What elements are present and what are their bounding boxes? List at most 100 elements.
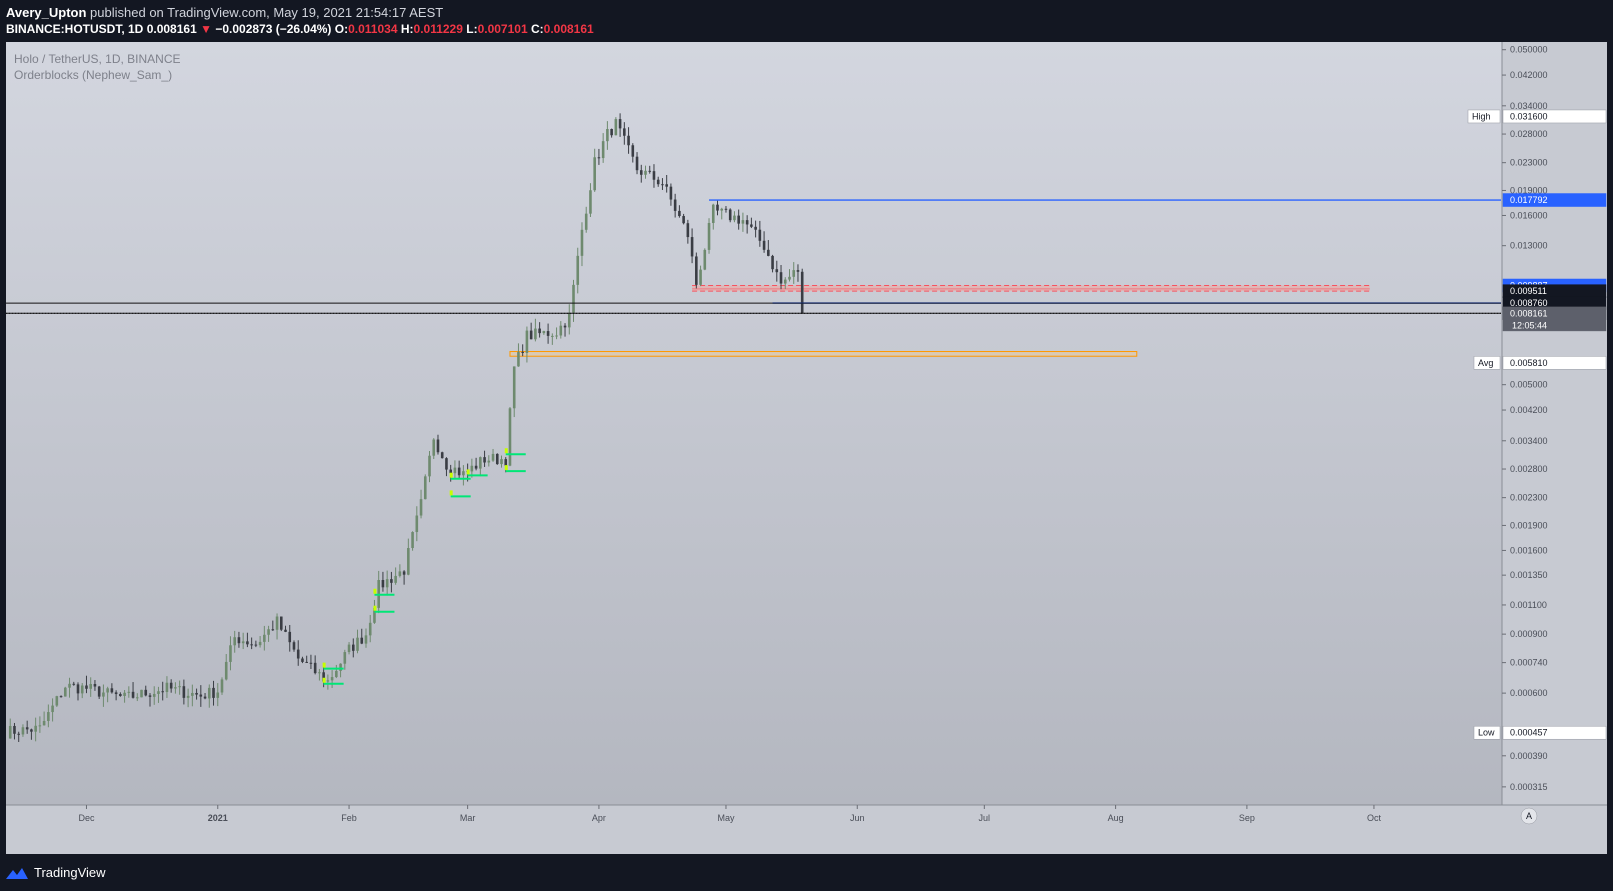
- candle-body: [199, 694, 203, 697]
- candle-body: [220, 679, 224, 693]
- candle-body: [724, 208, 728, 210]
- x-tick-label: Apr: [592, 813, 606, 823]
- x-tick-label: Aug: [1108, 813, 1124, 823]
- candle-body: [148, 695, 152, 697]
- candle-body: [165, 682, 169, 693]
- candle-body: [360, 637, 364, 644]
- open-value: 0.011034: [348, 22, 398, 36]
- support-zone: [509, 351, 1138, 357]
- candle-body: [741, 220, 745, 224]
- symbol-line[interactable]: BINANCE:HOTUSDT, 1D: [6, 22, 144, 36]
- bullish-candle-highlight: [466, 469, 470, 475]
- candle-body: [119, 694, 122, 696]
- candle-body: [224, 661, 228, 680]
- tradingview-logo-icon[interactable]: [6, 867, 28, 879]
- candle-body: [661, 184, 664, 186]
- candle-body: [123, 692, 126, 696]
- candle-body: [567, 312, 571, 328]
- candle-body: [690, 237, 694, 257]
- legend-symbol[interactable]: Holo / TetherUS, 1D, BINANCE: [14, 52, 181, 66]
- candle-body: [669, 186, 673, 200]
- price-tag-value: 0.008161: [1510, 308, 1548, 318]
- candle-body: [237, 637, 241, 644]
- candle-body: [432, 439, 436, 456]
- candle-body: [351, 644, 355, 651]
- candle-body: [779, 272, 783, 284]
- candle-body: [80, 685, 84, 694]
- candle-body: [652, 171, 656, 180]
- candle-body: [318, 672, 321, 674]
- bullish-candle-highlight: [449, 490, 453, 496]
- candle-body: [343, 652, 347, 664]
- candle-body: [373, 607, 376, 623]
- candle-body: [495, 453, 499, 465]
- ohlc-line: BINANCE:HOTUSDT, 1D 0.008161 ▼ −0.002873…: [6, 22, 594, 36]
- price-chart[interactable]: 0.050000 0.042000 0.034000 0.028000 0.023000…: [6, 42, 1607, 854]
- candle-body: [34, 725, 37, 732]
- candle-body: [665, 184, 668, 187]
- candle-body: [335, 670, 338, 678]
- legend-indicator[interactable]: Orderblocks (Nephew_Sam_): [14, 68, 173, 82]
- candle-body: [309, 662, 313, 664]
- candle-body: [284, 629, 287, 632]
- candle-body: [25, 727, 29, 730]
- y-tick-label: 0.000390: [1510, 751, 1548, 761]
- price-tag: [1502, 109, 1607, 124]
- candle-body: [97, 686, 101, 697]
- price-tag: [1502, 306, 1607, 332]
- candle-body: [707, 222, 711, 250]
- candle-body: [500, 459, 503, 465]
- close-value: 0.008161: [543, 22, 594, 36]
- candle-body: [750, 224, 753, 227]
- low-label: L:: [466, 22, 478, 36]
- y-tick-label: 0.028000: [1510, 129, 1548, 139]
- candle-body: [720, 208, 724, 211]
- candle-body: [703, 249, 707, 270]
- candle-body: [279, 616, 283, 630]
- candle-body: [716, 204, 719, 211]
- candle-body: [546, 331, 550, 336]
- candle-body: [394, 575, 397, 583]
- candle-body: [275, 616, 279, 630]
- candle-body: [529, 330, 533, 340]
- candle-body: [216, 692, 220, 698]
- price-tag-label-box: [1473, 356, 1501, 370]
- price-tag-value: 0.031600: [1510, 111, 1548, 121]
- candle-body: [258, 641, 262, 646]
- y-tick-label: 0.001350: [1510, 570, 1548, 580]
- candle-body: [635, 156, 639, 171]
- candle-body: [504, 459, 508, 466]
- candle-body: [800, 271, 804, 314]
- candle-body: [233, 637, 236, 646]
- candle-body: [241, 641, 245, 644]
- bullish-candle-highlight: [373, 588, 377, 594]
- candle-body: [203, 696, 207, 699]
- bullish-candle-highlight: [322, 677, 326, 683]
- y-tick-label: 0.003400: [1510, 436, 1548, 446]
- price-tag-label: Low: [1478, 728, 1495, 738]
- candle-body: [182, 686, 186, 698]
- candle-body: [678, 210, 681, 217]
- candle-body: [745, 220, 749, 225]
- candle-body: [296, 649, 300, 659]
- y-tick-label: 0.023000: [1510, 158, 1548, 168]
- candle-body: [152, 693, 156, 697]
- down-arrow-icon: ▼: [200, 22, 212, 36]
- high-label: H:: [400, 22, 414, 36]
- footer-brand[interactable]: TradingView: [34, 865, 106, 880]
- auto-scale-label[interactable]: A: [1526, 811, 1532, 821]
- candle-body: [479, 457, 482, 469]
- author-name[interactable]: Avery_Upton: [6, 5, 87, 20]
- y-tick-label: 0.001100: [1510, 600, 1547, 610]
- candle-body: [521, 351, 524, 353]
- candle-body: [47, 712, 50, 721]
- y-tick-label: 0.034000: [1510, 101, 1548, 111]
- candle-body: [271, 629, 275, 631]
- candle-body: [161, 691, 164, 693]
- y-tick-label: 0.016000: [1510, 210, 1548, 220]
- chart-pane[interactable]: 0.050000 0.042000 0.034000 0.028000 0.023000…: [6, 42, 1607, 854]
- y-tick-label: 0.019000: [1510, 185, 1548, 195]
- candle-body: [728, 209, 732, 221]
- y-tick-label: 0.042000: [1510, 70, 1548, 80]
- candle-body: [76, 684, 80, 694]
